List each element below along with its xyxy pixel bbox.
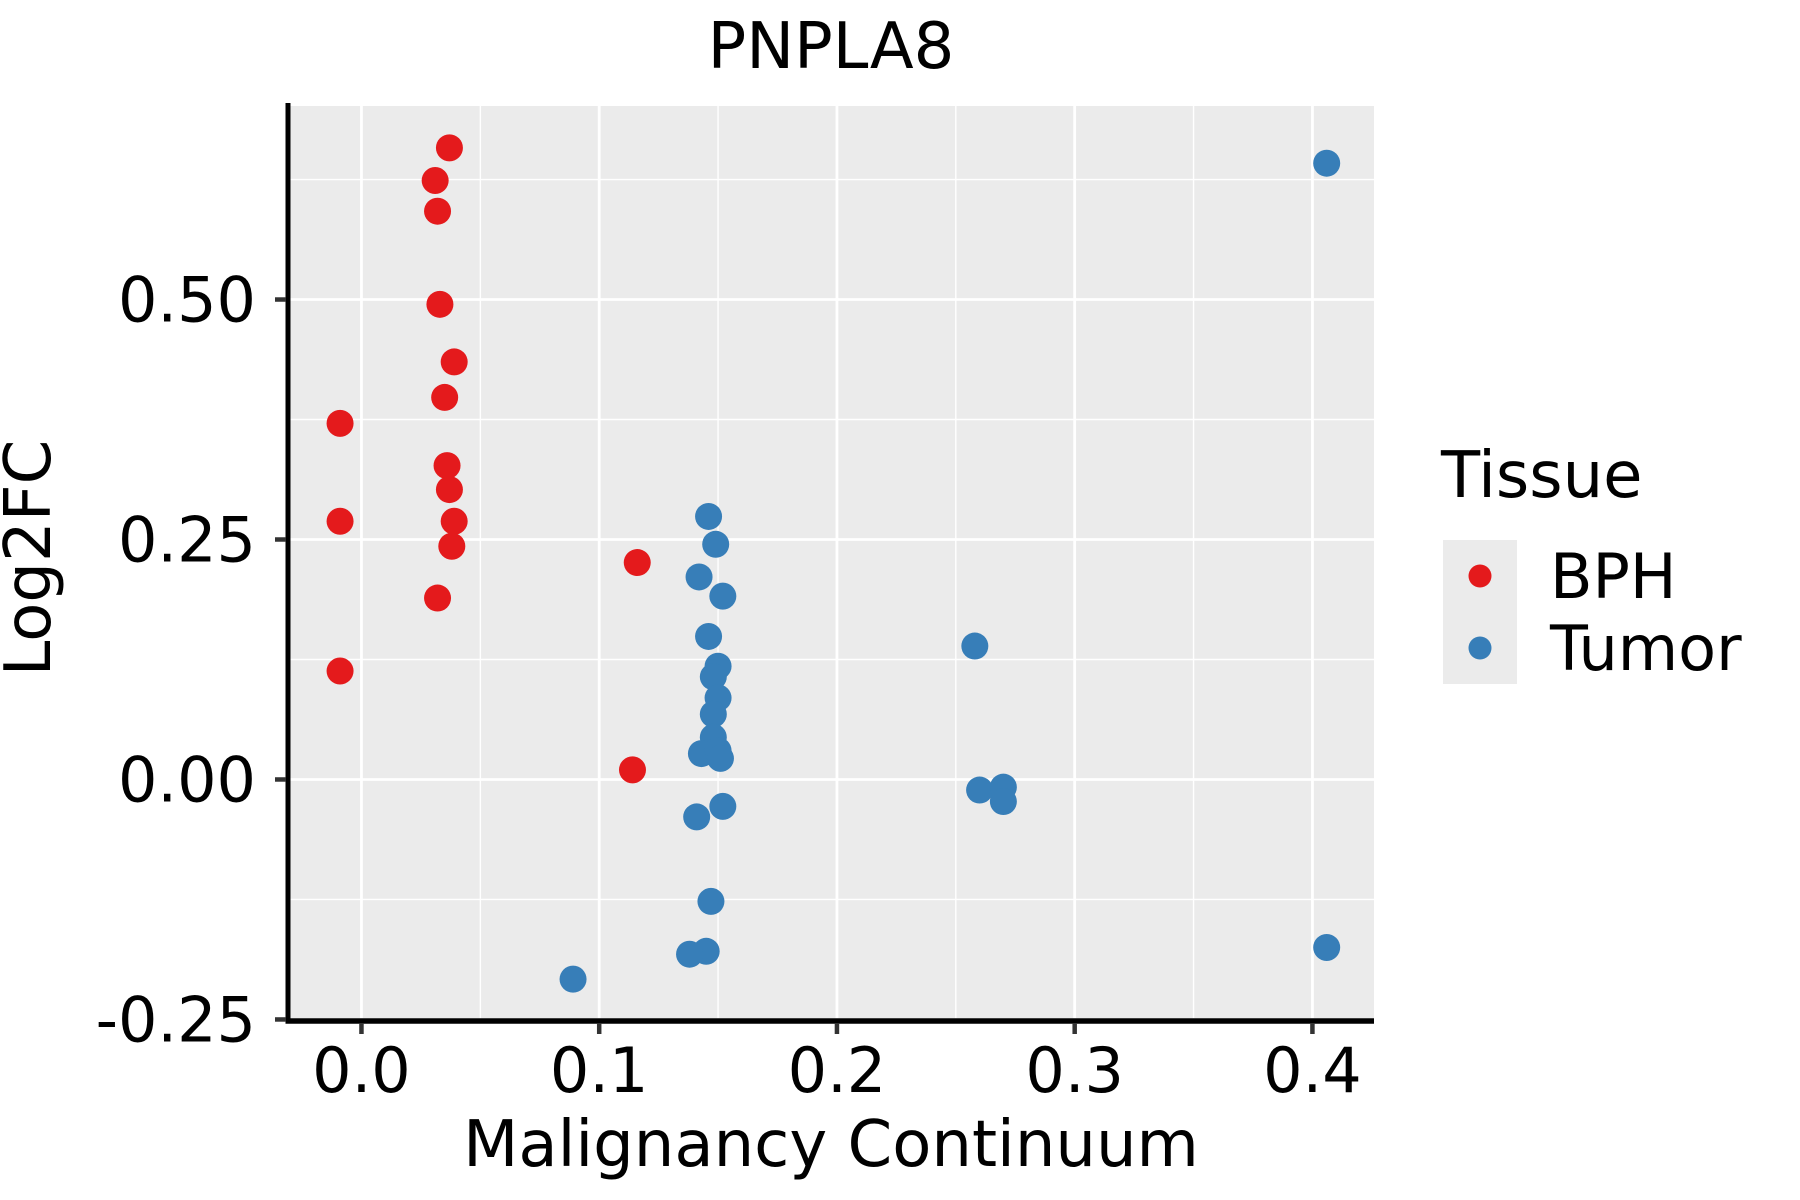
y-tick-label: -0.25 [96, 983, 256, 1056]
tumor-dot-icon [1468, 636, 1492, 660]
data-point-tumor [709, 582, 737, 610]
data-point-bph [440, 348, 468, 376]
data-point-tumor [695, 502, 723, 530]
data-points [326, 134, 1341, 993]
data-point-tumor [683, 803, 711, 831]
data-point-tumor [706, 744, 734, 772]
data-point-tumor [702, 530, 730, 558]
x-tick-label: 0.1 [550, 1034, 649, 1107]
data-point-tumor [699, 700, 727, 728]
x-tick-label: 0.4 [1263, 1034, 1362, 1107]
data-point-bph [435, 476, 463, 504]
data-point-tumor [695, 622, 723, 650]
x-axis-label: Malignancy Continuum [463, 1108, 1199, 1182]
data-point-bph [433, 452, 461, 480]
data-point-bph [424, 584, 452, 612]
data-point-bph [438, 532, 466, 560]
bph-dot-icon [1468, 564, 1492, 588]
chart-title: PNPLA8 [708, 10, 955, 84]
data-point-tumor [685, 563, 713, 591]
data-point-tumor [676, 940, 704, 968]
legend-title: Tissue [1440, 439, 1643, 513]
data-point-tumor [961, 632, 989, 660]
y-tick-label: 0.50 [118, 264, 256, 337]
data-point-tumor [966, 776, 994, 804]
y-axis-label: Log2FC [0, 440, 66, 677]
data-point-bph [421, 166, 449, 194]
data-point-tumor [709, 792, 737, 820]
legend-label-tumor: Tumor [1549, 612, 1742, 685]
minor-gridlines [288, 106, 1374, 1021]
data-point-bph [435, 134, 463, 162]
y-tick-label: 0.00 [118, 743, 256, 816]
data-point-bph [424, 197, 452, 225]
data-point-bph [431, 383, 459, 411]
data-point-bph [326, 409, 354, 437]
data-point-bph [623, 549, 651, 577]
data-point-tumor [1313, 933, 1341, 961]
x-axis-ticks: 0.0 0.1 0.2 0.3 0.4 [312, 1023, 1362, 1107]
data-point-tumor [989, 788, 1017, 816]
x-tick-label: 0.2 [788, 1034, 887, 1107]
y-tick-label: 0.25 [118, 504, 256, 577]
axis-spines [285, 103, 1374, 1024]
data-point-bph [326, 657, 354, 685]
data-point-bph [618, 756, 646, 784]
x-tick-label: 0.3 [1025, 1034, 1124, 1107]
data-point-bph [440, 507, 468, 535]
plot-panel [288, 106, 1374, 1021]
y-axis-ticks: -0.25 0.00 0.25 0.50 [96, 264, 286, 1056]
data-point-tumor [697, 887, 725, 915]
legend-label-bph: BPH [1550, 540, 1677, 613]
data-point-tumor [699, 663, 727, 691]
data-point-bph [426, 290, 454, 318]
data-point-tumor [1313, 149, 1341, 177]
data-point-tumor [559, 965, 587, 993]
x-tick-label: 0.0 [312, 1034, 411, 1107]
legend: Tissue BPH Tumor [1440, 439, 1742, 685]
data-point-bph [326, 507, 354, 535]
